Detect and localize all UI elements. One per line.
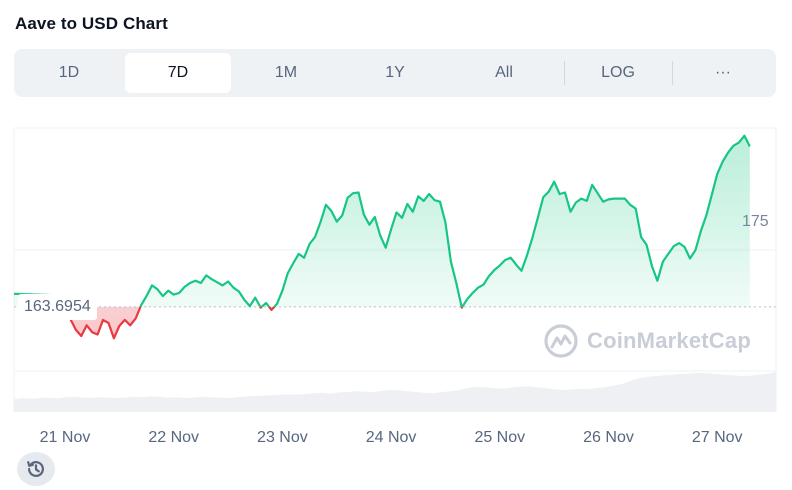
x-tick-label: 25 Nov: [474, 429, 525, 446]
x-axis: 21 Nov 22 Nov 23 Nov 24 Nov 25 Nov 26 Nov 27 N…: [40, 429, 743, 446]
history-icon: [27, 461, 44, 477]
tab-1m[interactable]: 1M: [274, 64, 298, 81]
tab-1d[interactable]: 1D: [58, 64, 80, 81]
x-tick-label: 26 Nov: [583, 429, 634, 446]
time-range-toolbar: 1D 7D 1M 1Y All LOG ···: [14, 49, 776, 97]
x-tick-label: 27 Nov: [692, 429, 743, 446]
price-area-above: [14, 135, 750, 307]
price-line-up: [13, 134, 751, 307]
toolbar-divider: [564, 61, 565, 85]
tab-1y[interactable]: 1Y: [385, 64, 405, 81]
x-tick-label: 21 Nov: [40, 429, 91, 446]
coinmarketcap-logo-icon: [544, 324, 578, 358]
tab-all[interactable]: All: [495, 64, 513, 81]
coinmarketcap-watermark: CoinMarketCap: [543, 322, 751, 360]
y-tick-label: 175: [742, 213, 769, 230]
volume-area: [14, 372, 776, 412]
reference-price-label: 163.6954: [18, 294, 97, 320]
tab-log[interactable]: LOG: [601, 64, 635, 81]
more-options-button[interactable]: ···: [715, 64, 731, 81]
x-tick-label: 22 Nov: [148, 429, 199, 446]
toolbar-divider: [672, 61, 673, 85]
tab-7d[interactable]: 7D: [125, 53, 231, 93]
history-button[interactable]: [17, 452, 55, 486]
page-title: Aave to USD Chart: [15, 14, 168, 33]
watermark-text: CoinMarketCap: [587, 328, 751, 353]
x-tick-label: 24 Nov: [366, 429, 417, 446]
x-tick-label: 23 Nov: [257, 429, 308, 446]
